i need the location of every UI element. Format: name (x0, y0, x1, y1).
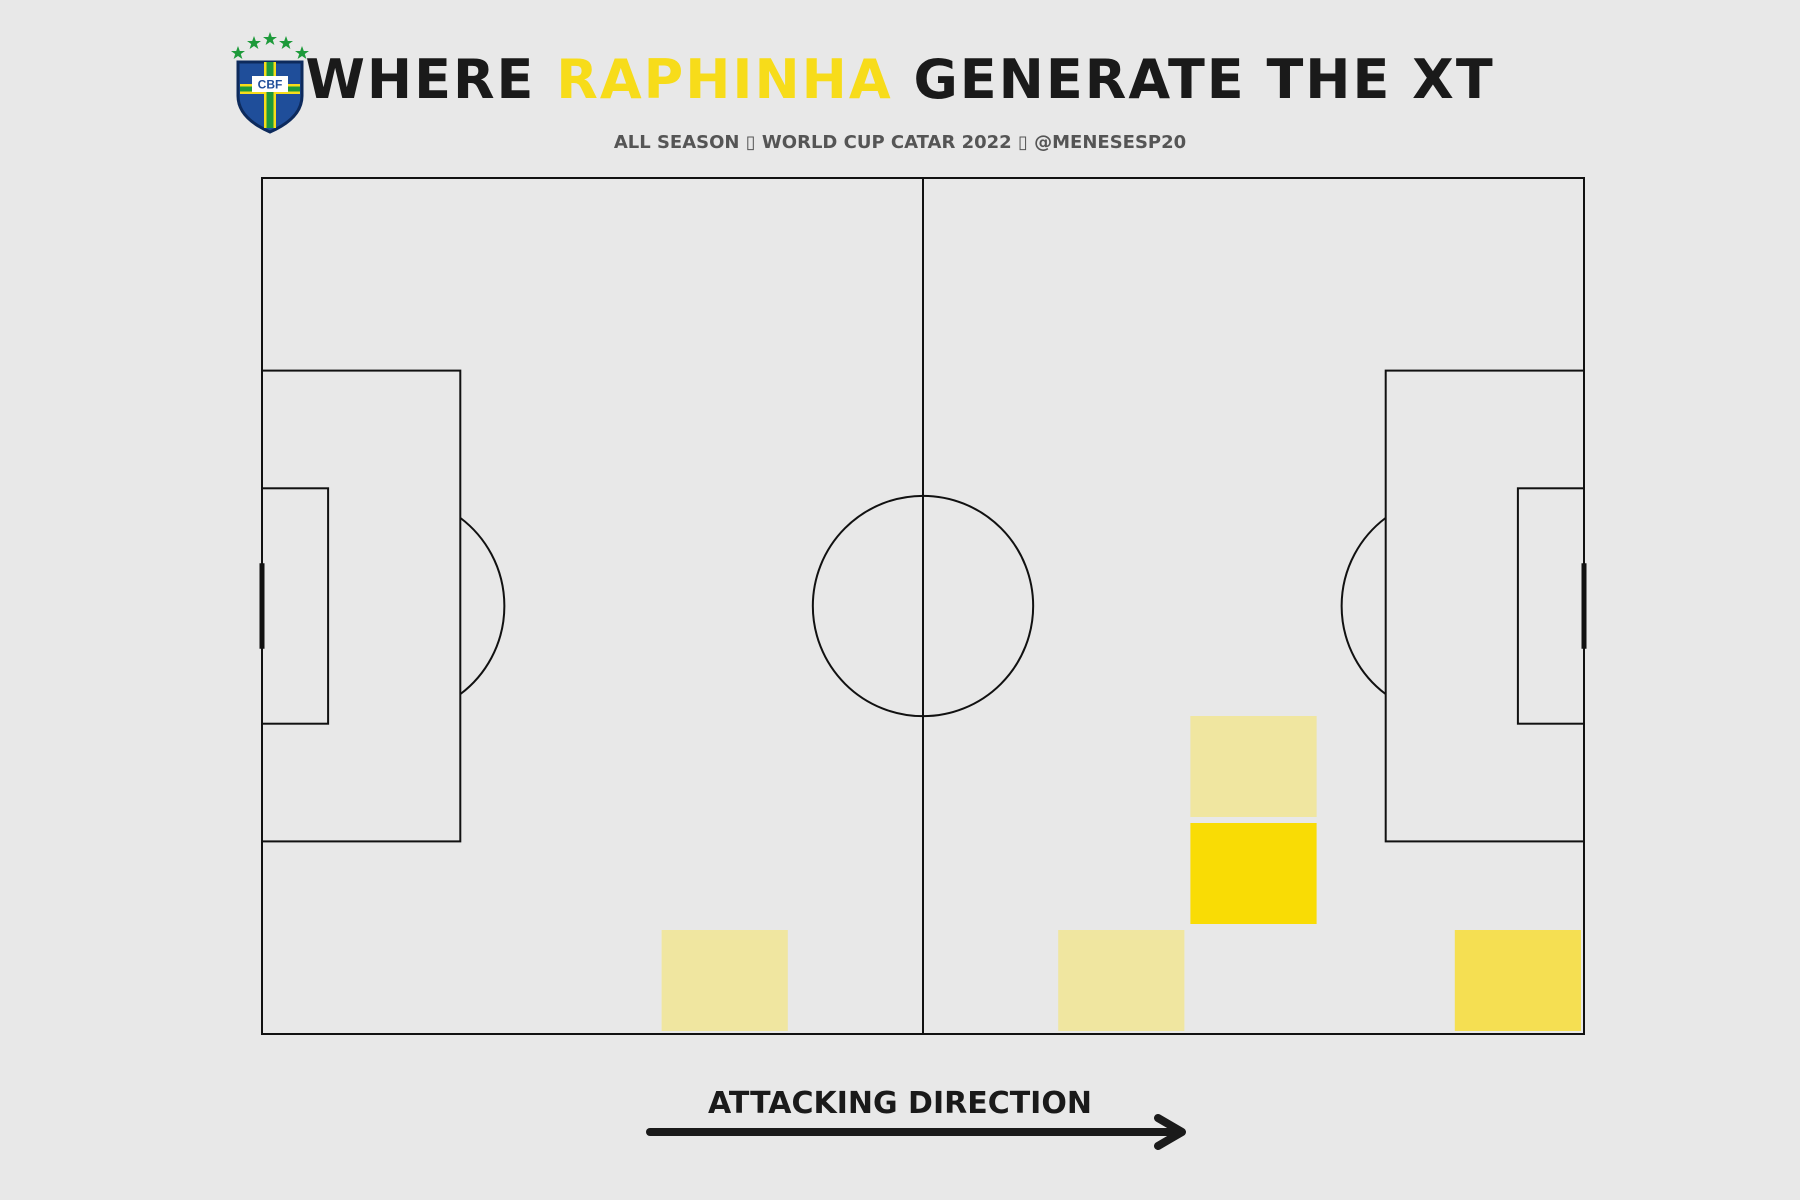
left-penalty-arc (459, 517, 506, 695)
right-six-yard-box (1516, 487, 1586, 725)
left-penalty-area (261, 369, 462, 843)
title-player-name: Raphinha (556, 48, 893, 111)
chart-subtitle: All season ▯ World Cup Catar 2022 ▯ @MEN… (613, 132, 1187, 153)
chart-title: Where Raphinha generate the xT (0, 48, 1800, 111)
crest-text: CBF (258, 78, 283, 92)
left-six-yard-box (261, 487, 330, 725)
heatmap-cell-2 (1058, 930, 1185, 1031)
heatmap-cell-4 (1190, 716, 1317, 817)
heatmap-cell-5 (1454, 930, 1581, 1031)
title-prefix: Where (305, 48, 557, 111)
attacking-direction-label: Attacking Direction (708, 1086, 1092, 1121)
pitch-lines (259, 177, 1587, 1035)
right-penalty-area (1384, 369, 1585, 843)
arrow-right-icon (646, 1114, 1186, 1150)
heatmap-cell-3 (1190, 823, 1317, 924)
cbf-crest-icon: CBF (231, 32, 309, 134)
heatmap-cells (661, 716, 1581, 1031)
center-circle (811, 494, 1035, 718)
title-suffix: generate the xT (892, 48, 1495, 111)
right-penalty-arc (1340, 517, 1387, 695)
heatmap-cell-1 (661, 930, 788, 1031)
